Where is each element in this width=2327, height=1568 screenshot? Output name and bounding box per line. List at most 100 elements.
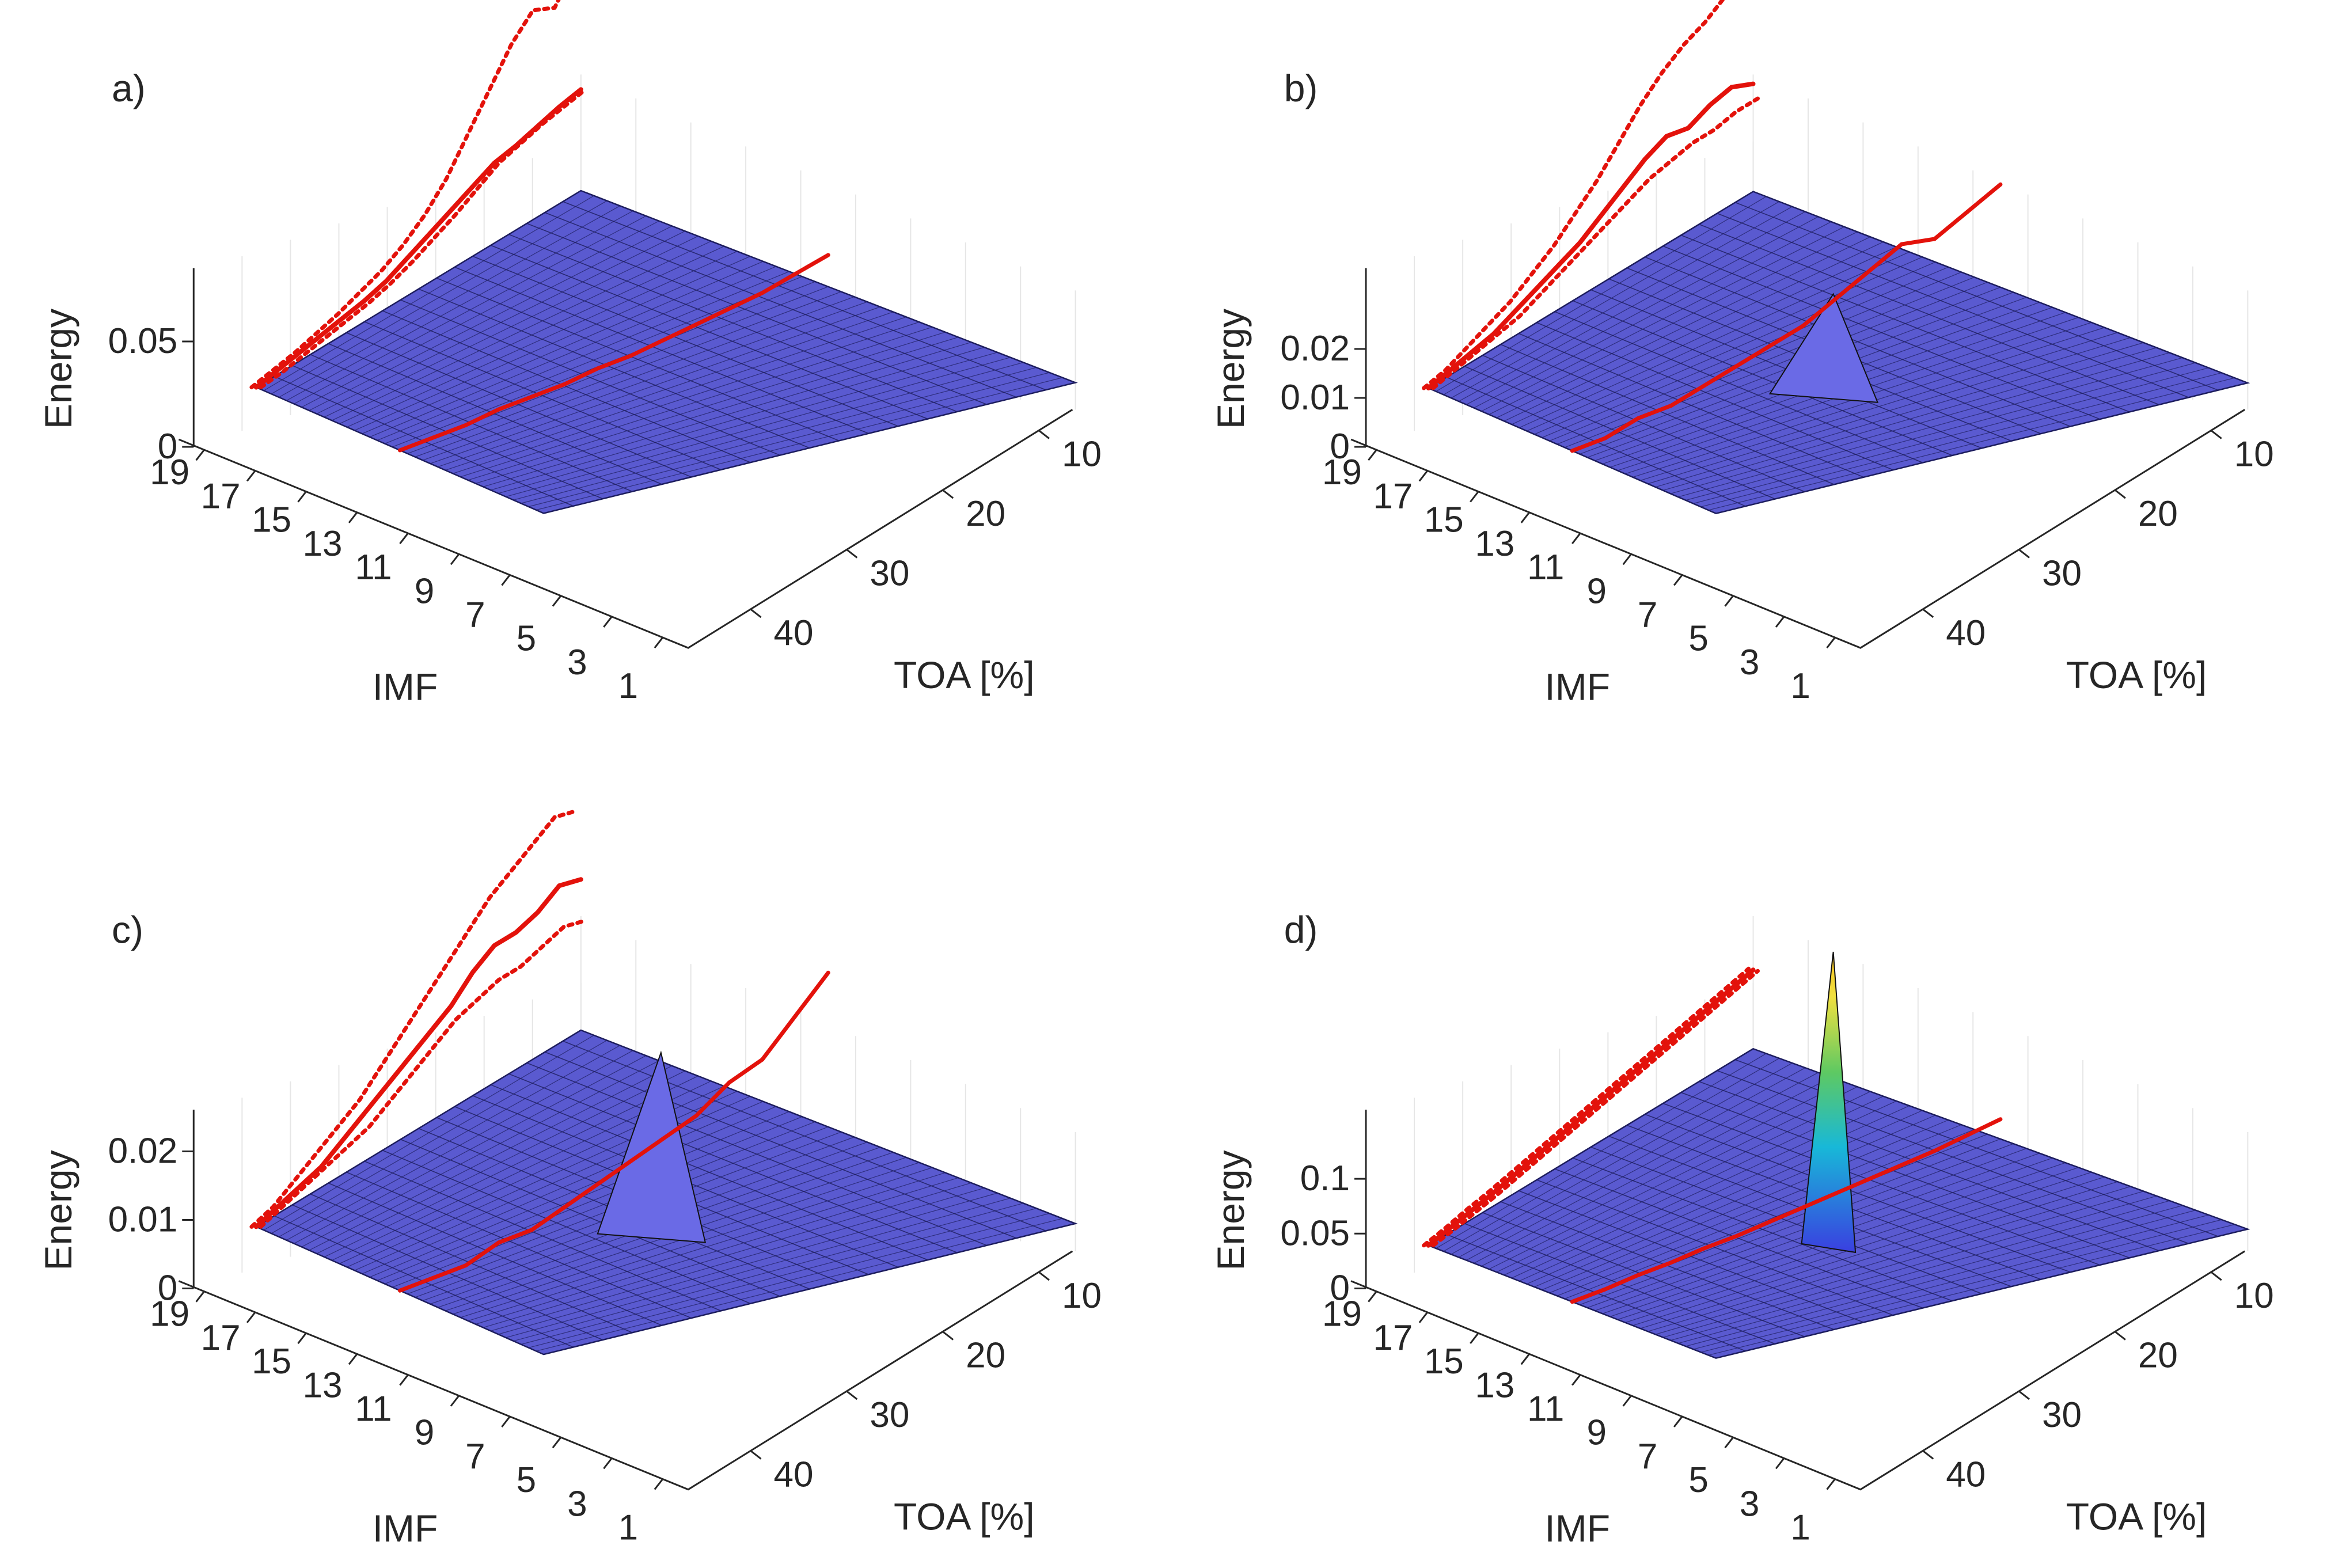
toa-tick-mark (2114, 489, 2126, 499)
imf-tick-mark (1826, 1478, 1836, 1490)
imf-tick-label: 19 (150, 453, 189, 492)
mesh-line (498, 352, 998, 494)
z-tick-label: 0.01 (108, 1200, 178, 1240)
imf-tick-mark (1622, 1395, 1632, 1407)
imf-tick-label: 11 (355, 1389, 392, 1429)
imf-tick-mark (1520, 511, 1530, 523)
mesh-line (332, 241, 712, 421)
imf-tick-label: 7 (465, 1437, 485, 1476)
toa-tick-mark (2018, 549, 2030, 559)
toa-tick-label: 20 (966, 494, 1005, 534)
imf-tick-label: 15 (252, 500, 291, 540)
toa-tick-label: 20 (2138, 494, 2178, 534)
ridge-segment (694, 1080, 732, 1118)
imf-tick-label: 5 (517, 619, 536, 659)
mesh-line (1557, 276, 1975, 445)
z-tick-label: 0.05 (108, 321, 178, 361)
ridge-segment (1636, 404, 1673, 420)
mesh-line (1504, 241, 1884, 422)
mesh-line (385, 1116, 803, 1285)
imf-tick-mark (450, 553, 460, 565)
mesh-line (1519, 251, 1910, 428)
imf-tick-mark (1571, 1374, 1581, 1386)
mesh-line (1708, 377, 2235, 511)
ridge-segment (398, 1275, 435, 1293)
zlabel-b: Energy (1209, 309, 1252, 429)
mesh-line (1633, 1176, 2105, 1326)
mesh-line (1557, 1129, 1975, 1296)
imf-tick-label: 11 (1527, 1389, 1564, 1429)
imf-tick-mark (1470, 491, 1479, 503)
mesh-line (362, 1101, 764, 1274)
imf-tick-label: 15 (1424, 500, 1464, 540)
axis-floor-edge (178, 1250, 1073, 1491)
mesh-line (354, 256, 750, 431)
toa-tick-mark (1922, 608, 1934, 618)
ridge-segment (1933, 1133, 1970, 1153)
imf-tick-mark (1724, 595, 1734, 607)
imf-tick-label: 15 (1424, 1342, 1464, 1381)
ylabel-b: TOA [%] (2066, 654, 2207, 696)
imf-tick-mark (1724, 1437, 1734, 1449)
mesh-line (294, 1055, 647, 1244)
ridge-segment (1734, 1220, 1772, 1238)
mesh-line (483, 341, 971, 487)
ridge-segment (1603, 416, 1641, 441)
mesh-line (1443, 1058, 1780, 1252)
toa-tick-mark (846, 549, 858, 559)
toa-tick-label: 10 (2234, 1276, 2274, 1316)
xlabel-c: IMF (373, 1507, 438, 1550)
imf-tick-label: 15 (252, 1342, 291, 1381)
mesh-line (1489, 1086, 1858, 1270)
axis-floor-edge (1350, 1250, 2245, 1491)
imf-tick-mark (450, 1395, 460, 1407)
imf-tick-mark (1418, 470, 1429, 482)
imf-tick-mark (246, 470, 256, 482)
toa-tick-mark (942, 1331, 954, 1341)
mesh-line (263, 195, 594, 391)
mean-line (1426, 967, 1756, 1248)
mesh-line (286, 1050, 633, 1241)
toa-tick-mark (846, 1390, 858, 1400)
mesh-line (506, 1198, 1011, 1338)
mesh-line (316, 230, 685, 415)
mesh-line (1670, 352, 2170, 494)
mesh-line (369, 1106, 777, 1278)
z-tick-label: 0 (158, 427, 177, 466)
mesh-line (309, 1065, 673, 1251)
mesh-line (1481, 226, 1845, 412)
bound-line (1422, 966, 1751, 1248)
mesh-line (1496, 236, 1871, 419)
mesh-line (1466, 1072, 1819, 1261)
imf-tick-label: 5 (1688, 1460, 1708, 1500)
imf-tick-mark (1520, 1353, 1530, 1365)
imf-tick-label: 17 (1373, 1318, 1413, 1358)
mesh-line (528, 1213, 1050, 1349)
ridge-segment (661, 322, 699, 343)
mesh-line (1496, 1091, 1871, 1273)
mesh-line (460, 1167, 933, 1318)
mesh-line (279, 205, 620, 398)
mesh-line (324, 1075, 699, 1258)
imf-tick-label: 19 (1322, 453, 1362, 492)
energy-peak (1801, 951, 1857, 1254)
mesh-line (468, 1172, 946, 1322)
mesh-line (385, 276, 803, 445)
mesh-line (1527, 1110, 1923, 1285)
imf-tick-label: 3 (567, 1484, 587, 1524)
toa-tick-label: 30 (870, 1395, 909, 1435)
mean-line (1426, 81, 1756, 390)
zlabel-c: Energy (37, 1150, 79, 1270)
toa-tick-mark (942, 489, 954, 499)
ridge-segment (1603, 1273, 1641, 1292)
mesh-line (369, 266, 777, 438)
mesh-line (1686, 362, 2196, 501)
mesh-line (1580, 1143, 2014, 1305)
imf-tick-mark (1673, 574, 1683, 586)
imf-tick-mark (654, 637, 664, 649)
imf-tick-mark (195, 1290, 205, 1303)
imf-tick-mark (297, 491, 307, 503)
panel-label-c: c) (112, 908, 143, 951)
mesh-line (1633, 327, 2105, 478)
mesh-line (347, 250, 738, 428)
